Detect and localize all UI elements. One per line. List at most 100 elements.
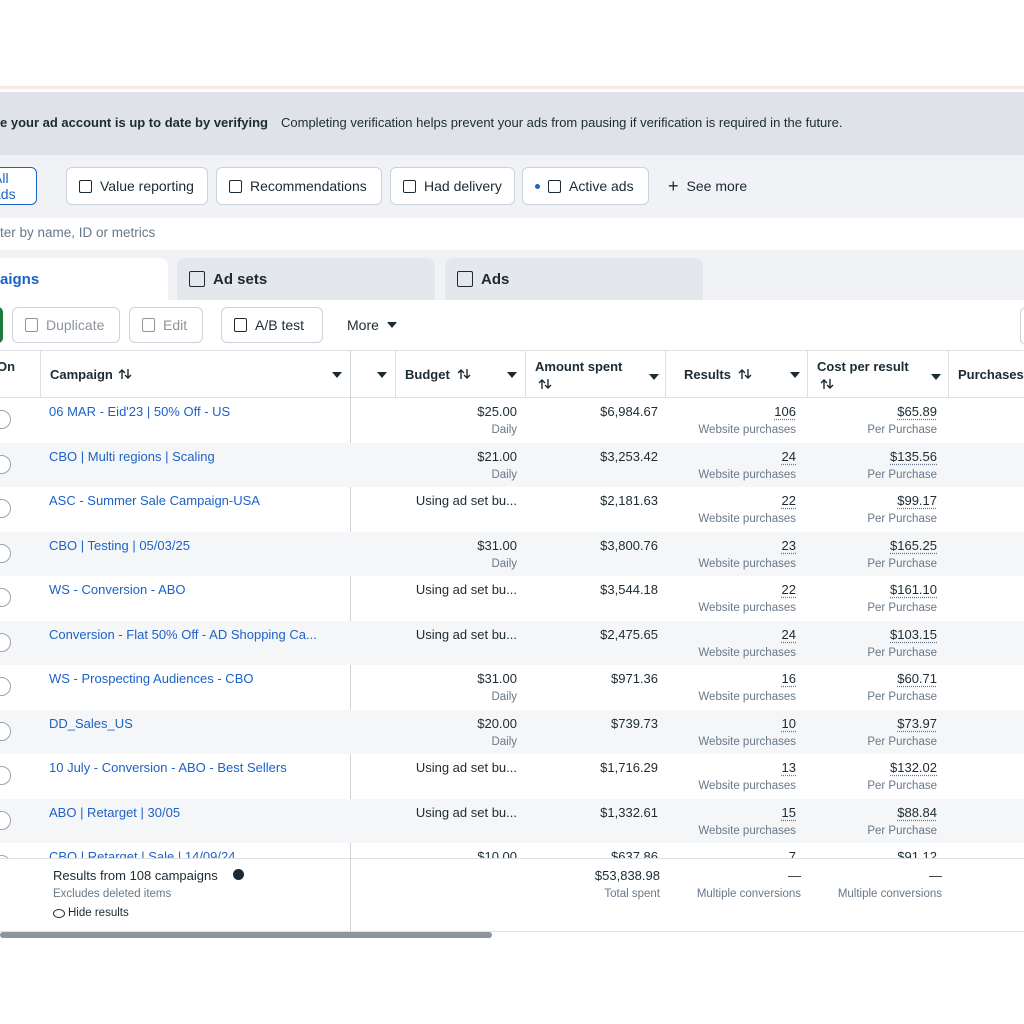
dropdown-caret[interactable] [931, 374, 941, 380]
results[interactable]: 24 [782, 449, 796, 464]
results[interactable]: 15 [782, 805, 796, 820]
hide-results[interactable]: Hide results [68, 907, 129, 919]
dropdown-caret[interactable] [507, 372, 517, 378]
results[interactable]: 22 [782, 493, 796, 508]
cost-type: Per Purchase [867, 558, 937, 570]
column-header[interactable]: Cost per result [817, 359, 909, 374]
scrollbar[interactable] [0, 932, 492, 938]
cost-per-result[interactable]: $65.89 [897, 404, 937, 419]
tab[interactable]: Ads [445, 258, 703, 300]
cost-per-result[interactable]: $73.97 [897, 716, 937, 731]
toolbar-button[interactable]: A/B test [221, 307, 323, 343]
column-header[interactable]: On [0, 359, 15, 374]
toolbar-icon [25, 318, 38, 332]
frozen-divider [350, 858, 351, 932]
campaign-name[interactable]: DD_Sales_US [49, 716, 133, 731]
filter-label: Value reporting [100, 178, 194, 194]
top-edge [0, 86, 1024, 89]
budget-period: Daily [491, 691, 517, 703]
amount-spent: $2,475.65 [600, 627, 658, 642]
results[interactable]: 22 [782, 582, 796, 597]
campaign-name[interactable]: CBO | Multi regions | Scaling [49, 449, 215, 464]
cost-type: Per Purchase [867, 424, 937, 436]
campaign-name[interactable]: 06 MAR - Eid'23 | 50% Off - US [49, 404, 230, 419]
column-header[interactable]: Budget [405, 367, 450, 382]
tab[interactable]: Ad sets [177, 258, 435, 300]
dropdown-caret[interactable] [649, 374, 659, 380]
tab-icon [457, 271, 473, 287]
budget: $31.00 [477, 671, 517, 686]
filter-button[interactable]: Value reporting [66, 167, 208, 205]
column-header[interactable]: Results [684, 367, 731, 382]
cost-per-result[interactable]: $135.56 [890, 449, 937, 464]
dropdown-caret[interactable] [377, 372, 387, 378]
filter-button[interactable]: Recommendations [216, 167, 382, 205]
cost-per-result[interactable]: $165.25 [890, 538, 937, 553]
results-type: Website purchases [698, 825, 796, 837]
tab-label: Ads [481, 271, 509, 288]
filter-button[interactable]: Active ads [522, 167, 649, 205]
filter-button[interactable]: All ads [0, 167, 37, 205]
sort-icon[interactable] [820, 378, 834, 390]
column-divider [948, 350, 949, 397]
toolbar-button[interactable]: Edit [129, 307, 203, 343]
results-type: Website purchases [698, 558, 796, 570]
sort-icon[interactable] [738, 368, 752, 380]
results[interactable]: 16 [782, 671, 796, 686]
filter-icon [403, 180, 416, 193]
header-border [0, 397, 1024, 398]
results[interactable]: 10 [782, 716, 796, 731]
filter-icon [79, 180, 92, 193]
dropdown-caret[interactable] [790, 372, 800, 378]
campaign-name[interactable]: CBO | Testing | 05/03/25 [49, 538, 190, 553]
budget: $25.00 [477, 404, 517, 419]
results[interactable]: 106 [774, 404, 796, 419]
cost-per-result[interactable]: $132.02 [890, 760, 937, 775]
toolbar-button[interactable]: Duplicate [12, 307, 120, 343]
budget-period: Daily [491, 424, 517, 436]
see-more-label: See more [687, 178, 748, 194]
filter-label: Active ads [569, 178, 634, 194]
see-more[interactable]: +See more [668, 167, 747, 205]
sort-icon[interactable] [457, 368, 471, 380]
cost-per-result[interactable]: $103.15 [890, 627, 937, 642]
column-divider [525, 350, 526, 397]
column-header[interactable]: Campaign [50, 367, 113, 382]
column-header[interactable]: Purchases [958, 367, 1024, 382]
budget: Using ad set bu... [416, 627, 517, 642]
campaign-name[interactable]: ABO | Retarget | 30/05 [49, 805, 180, 820]
filter-button[interactable]: Had delivery [390, 167, 515, 205]
campaign-name[interactable]: WS - Conversion - ABO [49, 582, 186, 597]
banner-text: Completing verification helps prevent yo… [281, 115, 842, 130]
search-placeholder: ter by name, ID or metrics [0, 225, 155, 240]
column-divider [807, 350, 808, 397]
sort-icon[interactable] [118, 368, 132, 380]
column-header[interactable]: Amount spent [535, 359, 622, 374]
results[interactable]: 13 [782, 760, 796, 775]
tab-label: Ad sets [213, 271, 267, 288]
cost-per-result[interactable]: $99.17 [897, 493, 937, 508]
dropdown-caret[interactable] [332, 372, 342, 378]
cost-type: Per Purchase [867, 602, 937, 614]
campaign-name[interactable]: 10 July - Conversion - ABO - Best Seller… [49, 760, 287, 775]
cost-per-result[interactable]: $161.10 [890, 582, 937, 597]
results[interactable]: 23 [782, 538, 796, 553]
toolbar-right-button[interactable] [1020, 307, 1024, 345]
results-type: Website purchases [698, 780, 796, 792]
budget-period: Daily [491, 469, 517, 481]
toolbar-icon [234, 318, 247, 332]
info-icon[interactable] [233, 869, 244, 880]
cost-per-result[interactable]: $88.84 [897, 805, 937, 820]
cost-per-result[interactable]: $60.71 [897, 671, 937, 686]
campaign-name[interactable]: Conversion - Flat 50% Off - AD Shopping … [49, 627, 317, 642]
create-button[interactable] [0, 307, 3, 343]
sort-icon[interactable] [538, 378, 552, 390]
more-button[interactable]: More [347, 307, 397, 343]
campaign-name[interactable]: WS - Prospecting Audiences - CBO [49, 671, 253, 686]
results[interactable]: 24 [782, 627, 796, 642]
campaign-name[interactable]: ASC - Summer Sale Campaign-USA [49, 493, 260, 508]
tab[interactable]: aigns [0, 258, 168, 300]
column-divider [395, 350, 396, 397]
budget: Using ad set bu... [416, 493, 517, 508]
results-type: Website purchases [698, 513, 796, 525]
